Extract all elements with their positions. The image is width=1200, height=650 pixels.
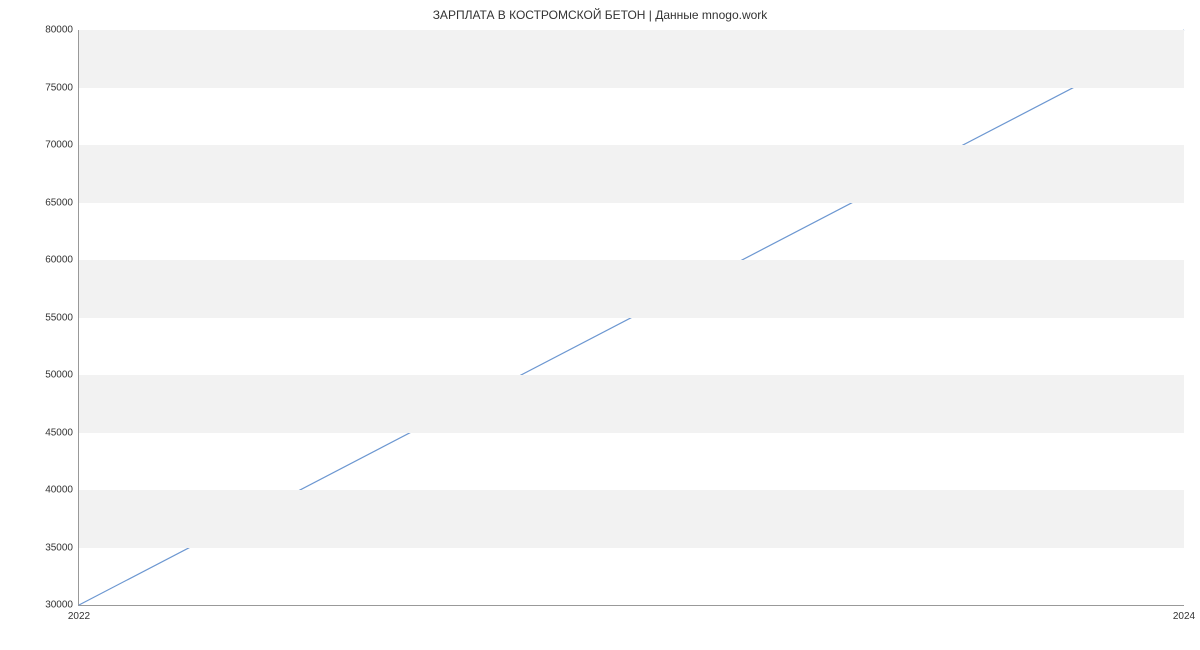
grid-band xyxy=(79,30,1184,88)
chart-container: ЗАРПЛАТА В КОСТРОМСКОЙ БЕТОН | Данные mn… xyxy=(0,0,1200,650)
x-tick-label: 2022 xyxy=(68,611,90,622)
y-tick-label: 80000 xyxy=(45,25,73,36)
grid-band xyxy=(79,490,1184,548)
y-tick-label: 35000 xyxy=(45,542,73,553)
y-tick-label: 60000 xyxy=(45,255,73,266)
grid-band xyxy=(79,145,1184,203)
y-tick-label: 50000 xyxy=(45,370,73,381)
chart-title: ЗАРПЛАТА В КОСТРОМСКОЙ БЕТОН | Данные mn… xyxy=(0,8,1200,22)
y-tick-label: 40000 xyxy=(45,485,73,496)
grid-band xyxy=(79,375,1184,433)
y-tick-label: 65000 xyxy=(45,197,73,208)
plot-area: 3000035000400004500050000550006000065000… xyxy=(78,30,1184,606)
y-tick-label: 55000 xyxy=(45,312,73,323)
y-tick-label: 70000 xyxy=(45,140,73,151)
y-tick-label: 45000 xyxy=(45,427,73,438)
y-tick-label: 75000 xyxy=(45,82,73,93)
y-tick-label: 30000 xyxy=(45,600,73,611)
x-tick-label: 2024 xyxy=(1173,611,1195,622)
grid-band xyxy=(79,260,1184,318)
